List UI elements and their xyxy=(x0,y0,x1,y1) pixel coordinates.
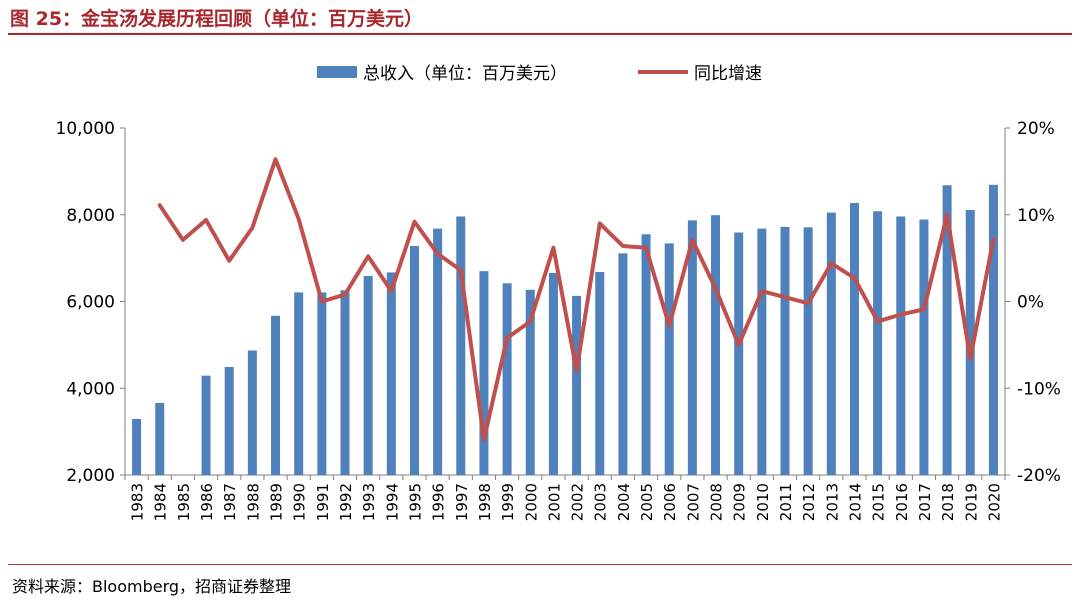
revenue-bar xyxy=(386,272,396,475)
revenue-bar xyxy=(849,203,859,475)
right-tick-label: 0% xyxy=(1017,293,1044,313)
revenue-bar xyxy=(734,232,744,475)
x-tick-label: 2013 xyxy=(823,483,841,521)
x-tick-label: 2017 xyxy=(916,483,934,521)
x-tick-label: 2006 xyxy=(661,483,679,521)
x-tick-label: 1995 xyxy=(406,483,424,521)
x-tick-label: 2012 xyxy=(800,483,818,521)
x-tick-label: 2015 xyxy=(870,483,888,521)
x-tick-label: 1987 xyxy=(221,483,239,521)
x-tick-label: 2003 xyxy=(592,483,610,521)
legend-line-label: 同比增速 xyxy=(694,64,762,84)
source-note: 资料来源：Bloomberg，招商证券整理 xyxy=(12,577,292,596)
x-tick-label: 1988 xyxy=(244,483,262,521)
x-tick-label: 1986 xyxy=(198,483,216,521)
revenue-bar xyxy=(965,209,975,475)
x-tick-label: 2019 xyxy=(962,483,980,521)
right-tick-label: -20% xyxy=(1017,466,1061,486)
left-tick-label: 8,000 xyxy=(66,206,115,226)
x-tick-label: 1984 xyxy=(152,483,170,521)
left-tick-label: 4,000 xyxy=(66,379,115,399)
revenue-bar xyxy=(479,271,489,475)
revenue-bar xyxy=(409,245,419,475)
x-tick-label: 2011 xyxy=(777,483,795,521)
x-tick-label: 2007 xyxy=(684,483,702,521)
revenue-bar xyxy=(456,216,466,476)
x-tick-label: 2000 xyxy=(522,483,540,521)
revenue-bar xyxy=(247,350,257,475)
x-tick-label: 1999 xyxy=(499,483,517,521)
revenue-bar xyxy=(363,275,373,475)
revenue-bar xyxy=(317,292,327,475)
revenue-bar xyxy=(155,402,165,475)
revenue-bar xyxy=(340,290,350,475)
left-tick-label: 2,000 xyxy=(66,466,115,486)
revenue-bar xyxy=(224,366,234,475)
revenue-bar xyxy=(664,243,674,475)
left-tick-label: 6,000 xyxy=(66,293,115,313)
x-tick-label: 2009 xyxy=(731,483,749,521)
x-tick-label: 2004 xyxy=(615,483,633,521)
chart-title: 图 25：金宝汤发展历程回顾（单位：百万美元） xyxy=(10,8,424,30)
revenue-bar xyxy=(919,219,929,475)
x-tick-label: 1983 xyxy=(129,483,147,521)
x-tick-label: 2005 xyxy=(638,483,656,521)
revenue-bar xyxy=(780,226,790,475)
x-tick-label: 2001 xyxy=(545,483,563,521)
x-tick-label: 1997 xyxy=(453,483,471,521)
right-tick-label: 10% xyxy=(1017,206,1055,226)
revenue-bar xyxy=(618,253,628,475)
right-tick-label: 20% xyxy=(1017,119,1055,139)
revenue-bar xyxy=(294,292,304,475)
revenue-bar xyxy=(873,211,883,475)
revenue-bar xyxy=(595,272,605,475)
revenue-bar xyxy=(988,184,998,476)
revenue-bar xyxy=(687,220,697,475)
right-tick-label: -10% xyxy=(1017,379,1061,399)
x-tick-label: 2002 xyxy=(569,483,587,521)
revenue-bar xyxy=(201,375,211,475)
revenue-bar xyxy=(641,234,651,475)
x-tick-label: 1994 xyxy=(383,483,401,521)
growth-line xyxy=(157,157,996,442)
revenue-bar xyxy=(525,289,535,475)
revenue-bar xyxy=(711,215,721,475)
x-tick-label: 1985 xyxy=(175,483,193,521)
revenue-bar xyxy=(896,216,906,476)
x-tick-label: 1996 xyxy=(430,483,448,521)
x-tick-label: 1993 xyxy=(360,483,378,521)
legend-bar-swatch xyxy=(317,66,357,78)
x-tick-label: 1989 xyxy=(268,483,286,521)
revenue-bar xyxy=(132,419,142,475)
revenue-bar xyxy=(572,295,582,475)
left-tick-label: 10,000 xyxy=(56,119,115,139)
revenue-bar xyxy=(502,283,512,475)
x-tick-label: 1998 xyxy=(476,483,494,521)
legend-bar-label: 总收入（单位：百万美元） xyxy=(363,64,567,84)
x-tick-label: 2018 xyxy=(939,483,957,521)
title-divider xyxy=(8,33,1072,35)
x-tick-label: 2016 xyxy=(893,483,911,521)
x-tick-label: 2008 xyxy=(708,483,726,521)
revenue-bar xyxy=(433,228,443,475)
x-tick-label: 2010 xyxy=(754,483,772,521)
footer-divider xyxy=(8,564,1072,565)
x-tick-label: 1991 xyxy=(314,483,332,521)
revenue-bar xyxy=(271,315,281,475)
revenue-growth-chart: 2,000 4,000 6,000 8,000 10,000 -20% -10% 0% 10% 2… xyxy=(56,64,1061,521)
revenue-bar xyxy=(942,185,952,475)
revenue-bar xyxy=(803,227,813,475)
revenue-bar xyxy=(826,212,836,476)
revenue-bar xyxy=(757,228,767,475)
x-tick-label: 1990 xyxy=(291,483,309,521)
revenue-bar xyxy=(548,272,558,475)
x-tick-label: 2014 xyxy=(846,483,864,521)
x-tick-label: 2020 xyxy=(985,483,1003,521)
x-tick-label: 1992 xyxy=(337,483,355,521)
